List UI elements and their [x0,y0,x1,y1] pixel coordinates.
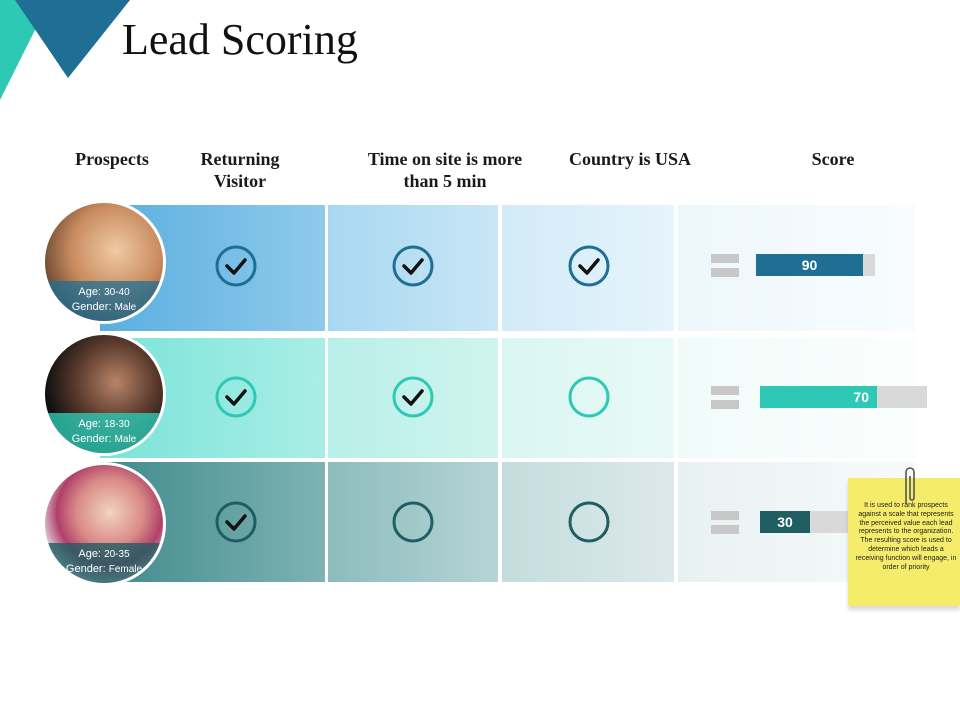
avatar-prospect-2: Age: 18-30 Gender: Male [42,332,166,456]
check-circle-icon [215,501,257,543]
empty-circle-icon [392,501,434,543]
check-circle-icon [215,245,257,287]
equals-icon [711,511,739,537]
header-country-usa: Country is USA [568,149,692,169]
score-fill: 30 [760,511,810,533]
header-returning-visitor: Returning Visitor [200,149,280,191]
score-fill: 90 [756,254,863,276]
avatar-prospect-3: Age: 20-35 Gender: Female [42,462,166,586]
header-time-on-site: Time on site is more than 5 min [367,149,523,191]
check-circle-icon [392,376,434,418]
score-fill: 70 [760,386,877,408]
check-circle-icon [215,376,257,418]
score-bar: 70 [760,386,927,408]
check-circle-icon [392,245,434,287]
avatar-caption: Age: 18-30 Gender: Male [45,413,163,453]
sticky-note: It is used to rank prospects against a s… [848,478,960,606]
equals-icon [711,386,739,412]
empty-circle-icon [568,501,610,543]
paperclip-icon [905,467,915,504]
header-prospects: Prospects [75,149,149,169]
avatar-caption: Age: 20-35 Gender: Female [45,543,163,583]
score-value: 70 [853,389,869,405]
equals-icon [711,254,739,280]
check-circle-icon [568,245,610,287]
header-score: Score [811,149,855,169]
avatar-prospect-1: Age: 30-40 Gender: Male [42,200,166,324]
sticky-note-text: It is used to rank prospects against a s… [855,502,957,571]
empty-circle-icon [568,376,610,418]
corner-decoration [0,0,130,100]
score-value: 90 [801,257,818,273]
score-bar: 90 [756,254,875,276]
page-title: Lead Scoring [122,15,358,64]
score-value: 30 [777,514,793,530]
avatar-caption: Age: 30-40 Gender: Male [45,281,163,321]
